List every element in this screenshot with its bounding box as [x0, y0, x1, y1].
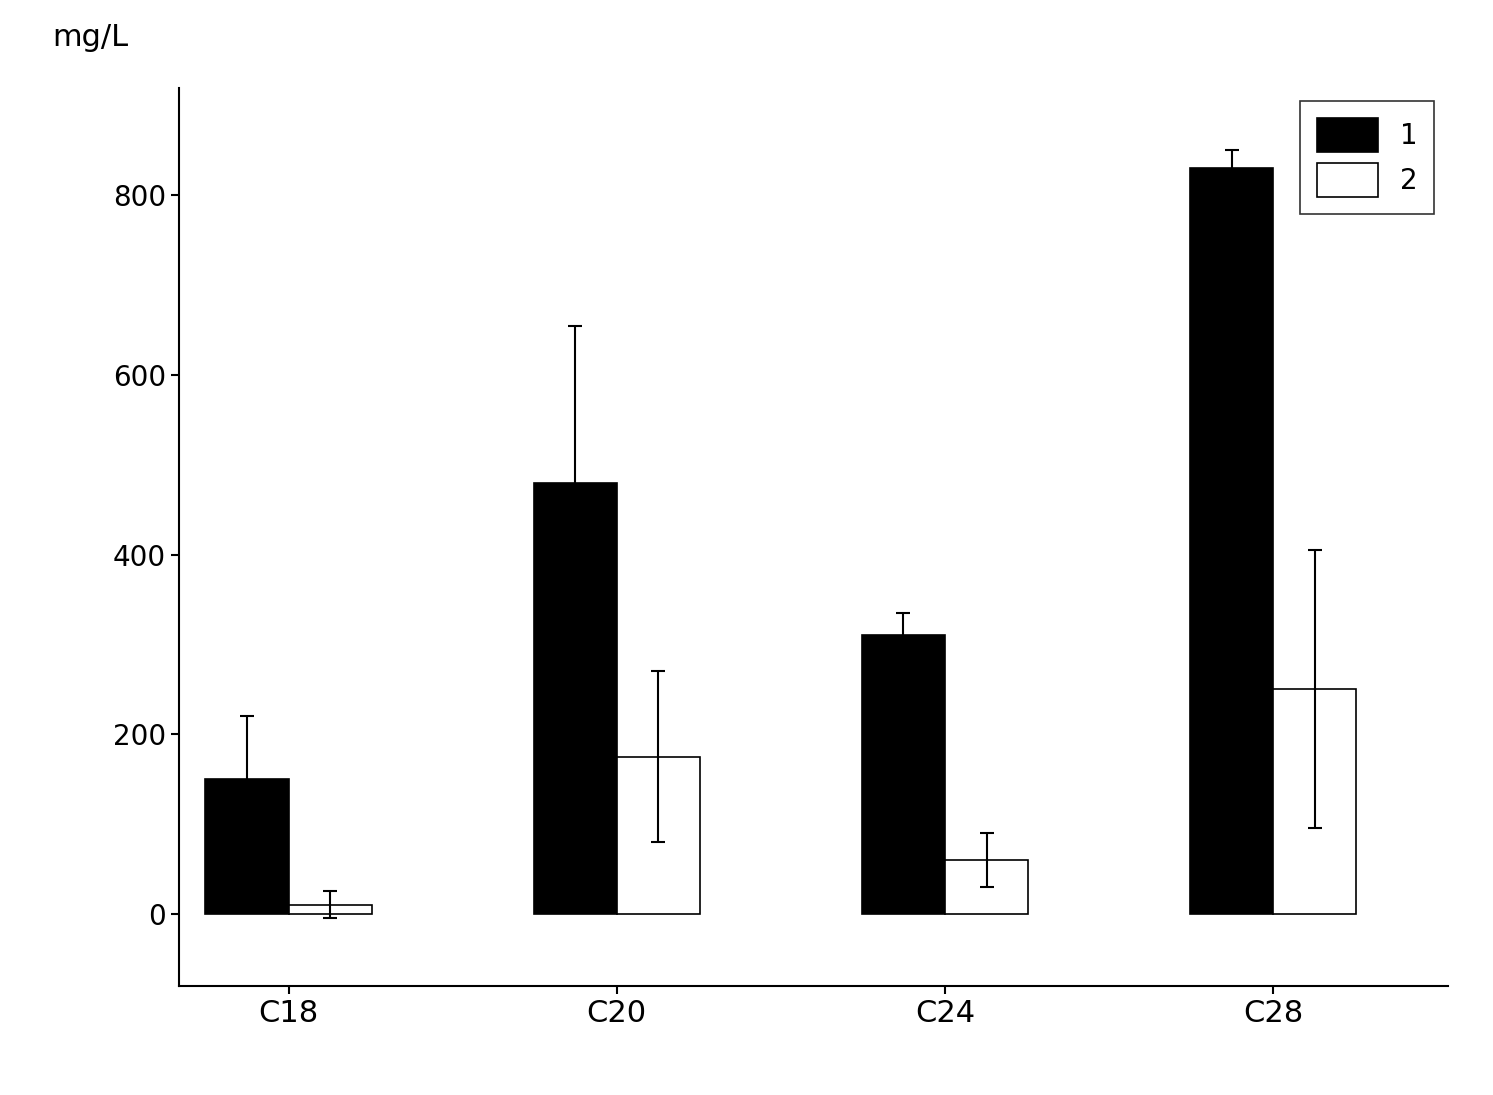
Bar — [945, 860, 1029, 913]
Bar — [617, 757, 700, 913]
Bar — [206, 779, 288, 913]
Legend: 1, 2: 1, 2 — [1300, 102, 1435, 214]
Text: mg/L: mg/L — [52, 23, 128, 51]
Bar — [533, 483, 617, 913]
Bar — [1274, 689, 1356, 913]
Bar — [288, 904, 372, 913]
Bar — [861, 635, 945, 913]
Bar — [1190, 169, 1274, 913]
